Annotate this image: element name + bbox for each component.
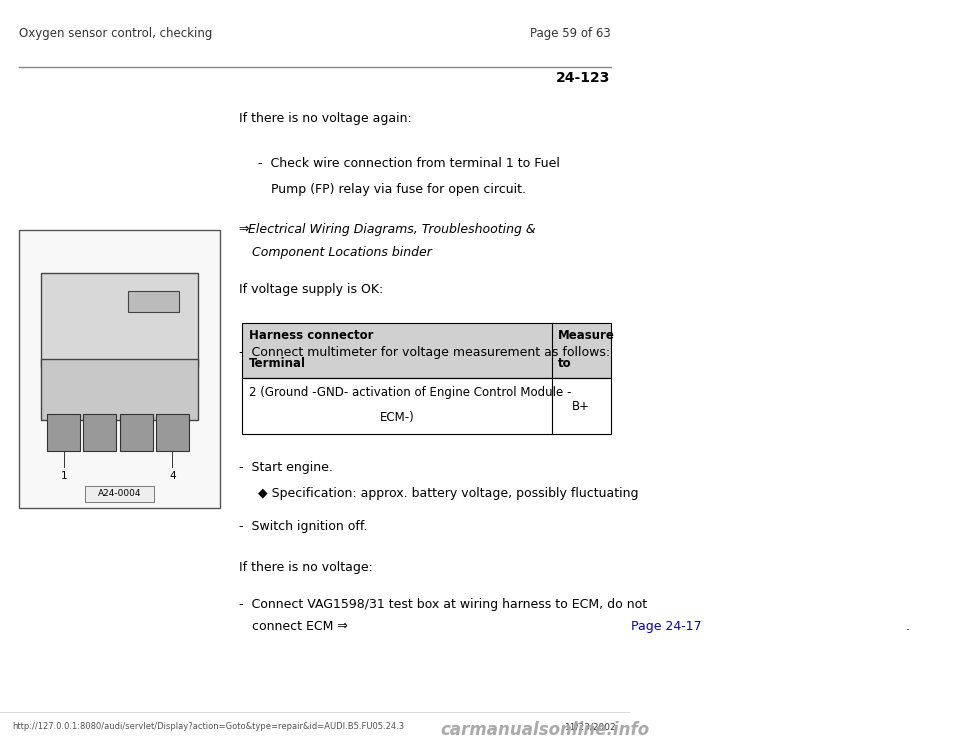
Text: Terminal: Terminal bbox=[249, 357, 305, 370]
Bar bbox=[242, 378, 611, 434]
Bar bbox=[84, 414, 116, 450]
Text: A24-0004: A24-0004 bbox=[98, 490, 141, 499]
Text: Component Locations binder: Component Locations binder bbox=[252, 246, 432, 259]
Text: If there is no voltage again:: If there is no voltage again: bbox=[239, 112, 412, 125]
Text: -  Switch ignition off.: - Switch ignition off. bbox=[239, 520, 368, 533]
Text: ECM-): ECM-) bbox=[380, 411, 415, 424]
Text: ◆ Specification: approx. battery voltage, possibly fluctuating: ◆ Specification: approx. battery voltage… bbox=[258, 487, 638, 499]
Text: connect ECM ⇒: connect ECM ⇒ bbox=[252, 620, 351, 633]
Text: Harness connector: Harness connector bbox=[249, 329, 373, 342]
Text: to: to bbox=[558, 357, 572, 370]
Text: -  Connect multimeter for voltage measurement as follows:: - Connect multimeter for voltage measure… bbox=[239, 346, 611, 358]
Text: 4: 4 bbox=[169, 471, 176, 481]
Text: 2 (Ground -GND- activation of Engine Control Module -: 2 (Ground -GND- activation of Engine Con… bbox=[249, 386, 571, 399]
Text: -  Start engine.: - Start engine. bbox=[239, 461, 333, 473]
Bar bbox=[19, 230, 221, 508]
Text: -  Check wire connection from terminal 1 to Fuel: - Check wire connection from terminal 1 … bbox=[258, 157, 560, 170]
Text: 24-123: 24-123 bbox=[557, 71, 611, 85]
Text: 1: 1 bbox=[60, 471, 67, 481]
Bar bbox=[120, 414, 153, 450]
Text: If there is no voltage:: If there is no voltage: bbox=[239, 561, 373, 574]
Text: Page 59 of 63: Page 59 of 63 bbox=[530, 27, 611, 40]
Bar bbox=[156, 414, 189, 450]
Bar bbox=[41, 273, 199, 367]
Text: 11/23/2002: 11/23/2002 bbox=[565, 722, 617, 731]
Text: If voltage supply is OK:: If voltage supply is OK: bbox=[239, 283, 383, 296]
Bar bbox=[47, 414, 81, 450]
Text: ⇒: ⇒ bbox=[239, 223, 253, 237]
Text: -  Connect VAG1598/31 test box at wiring harness to ECM, do not: - Connect VAG1598/31 test box at wiring … bbox=[239, 598, 647, 611]
Bar bbox=[41, 358, 199, 420]
Text: Oxygen sensor control, checking: Oxygen sensor control, checking bbox=[19, 27, 212, 40]
Bar bbox=[242, 323, 611, 378]
Text: B+: B+ bbox=[572, 399, 590, 413]
Bar bbox=[85, 486, 155, 502]
Text: Measure: Measure bbox=[558, 329, 615, 342]
Text: Page 24-17: Page 24-17 bbox=[632, 620, 702, 633]
Text: .: . bbox=[902, 620, 910, 633]
Text: Pump (FP) relay via fuse for open circuit.: Pump (FP) relay via fuse for open circui… bbox=[271, 183, 526, 196]
Text: carmanualsonline.info: carmanualsonline.info bbox=[441, 721, 650, 740]
Bar bbox=[128, 291, 180, 312]
Text: Electrical Wiring Diagrams, Troubleshooting &: Electrical Wiring Diagrams, Troubleshoot… bbox=[248, 223, 536, 237]
Text: http://127.0.0.1:8080/audi/servlet/Display?action=Goto&type=repair&id=AUDI.B5.FU: http://127.0.0.1:8080/audi/servlet/Displ… bbox=[12, 722, 405, 731]
